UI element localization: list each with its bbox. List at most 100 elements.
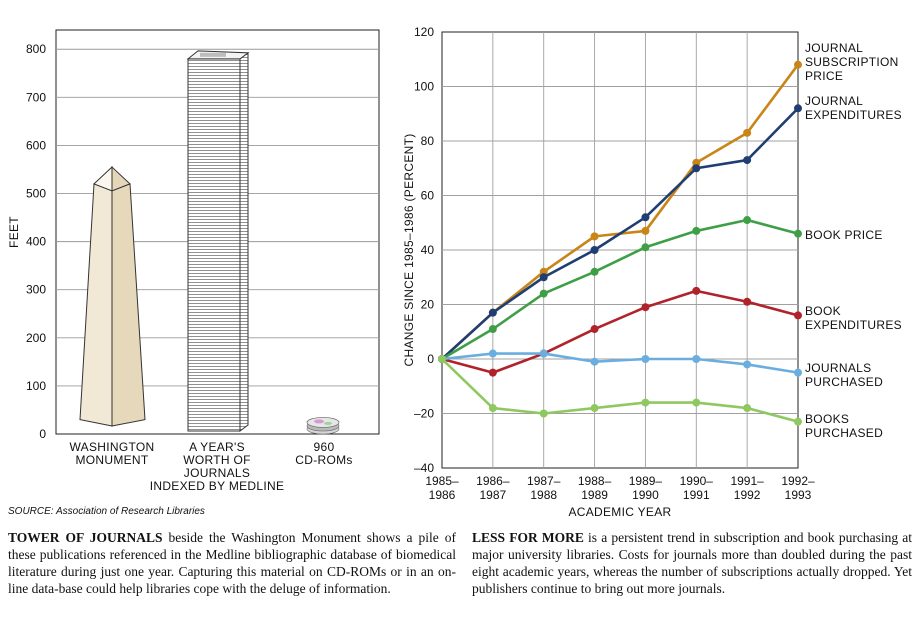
series-label: JOURNAL xyxy=(805,94,863,108)
right-x-tick-label: 1985– xyxy=(425,474,459,488)
series-point xyxy=(794,229,802,238)
left-y-tick-label: 0 xyxy=(39,427,46,441)
series-point xyxy=(743,216,752,225)
height-comparison-chart: 0 100 200 300 400 500 600 700 800 FEET WASHINGTONM… xyxy=(7,29,380,493)
left-category-label: JOURNALS xyxy=(184,466,250,480)
series-line xyxy=(441,107,799,360)
series-line xyxy=(441,289,799,374)
right-x-tick-label: 1987 xyxy=(480,488,507,502)
series-point xyxy=(590,246,599,254)
right-caption-body: is a persistent trend in subscription an… xyxy=(472,530,912,596)
series-point xyxy=(641,226,650,235)
series-point xyxy=(488,404,497,413)
cd-sheen xyxy=(314,419,324,424)
series-label: PURCHASED xyxy=(805,375,883,389)
right-x-tick-label: 1990– xyxy=(680,474,714,488)
right-x-tick-label: 1992 xyxy=(734,488,761,502)
right-caption: LESS FOR MORE is a persistent trend in s… xyxy=(472,529,912,597)
right-y-tick-label: 20 xyxy=(421,298,435,312)
left-y-tick-label: 400 xyxy=(26,235,46,249)
right-y-tick-label: –20 xyxy=(414,407,434,421)
series-point xyxy=(488,325,497,334)
right-y-tick-label: 60 xyxy=(421,189,435,203)
cd-sheen xyxy=(324,421,332,426)
series-point xyxy=(692,164,701,173)
left-category-label: WASHINGTON xyxy=(69,440,154,454)
series-label: EXPENDITURES xyxy=(805,318,902,332)
left-y-axis-label: FEET xyxy=(7,216,21,248)
series-point xyxy=(692,286,701,295)
monument-shaft-right xyxy=(111,183,146,427)
left-plot-frame xyxy=(55,29,380,435)
series-point xyxy=(590,267,599,276)
right-x-tick-label: 1991– xyxy=(730,474,764,488)
left-caption: TOWER OF JOURNALS beside the Washington … xyxy=(8,529,456,597)
left-category-label: INDEXED BY MEDLINE xyxy=(150,479,285,493)
left-y-tick-label: 600 xyxy=(26,138,46,152)
series-point xyxy=(692,398,701,407)
series-point xyxy=(590,404,599,413)
percent-change-chart: –40 –20 0 20 40 60 80 100 120 1985–1986 1986–1987 1… xyxy=(402,25,902,519)
right-x-tick-label: 1991 xyxy=(683,488,710,502)
right-x-tick-label: 1992– xyxy=(781,474,815,488)
right-y-tick-label: 0 xyxy=(427,352,434,366)
series-point xyxy=(641,303,650,312)
right-y-tick-label: –40 xyxy=(414,461,434,475)
series-label: SUBSCRIPTION xyxy=(805,55,899,69)
series-point xyxy=(794,368,802,377)
right-x-tick-label: 1986– xyxy=(476,474,510,488)
series-point xyxy=(488,308,497,317)
series-point xyxy=(539,409,548,418)
series-point xyxy=(794,60,802,69)
series-point xyxy=(539,349,548,358)
series-point xyxy=(539,289,548,298)
series-point xyxy=(692,355,701,363)
series-point xyxy=(590,232,599,241)
left-y-tick-label: 200 xyxy=(26,331,46,345)
series-line xyxy=(441,218,799,361)
left-y-tick-label: 800 xyxy=(26,42,46,56)
right-x-tick-label: 1987– xyxy=(527,474,561,488)
right-y-axis-label: CHANGE SINCE 1985–1986 (PERCENT) xyxy=(402,133,416,366)
right-x-tick-label: 1988– xyxy=(578,474,612,488)
series-label: PRICE xyxy=(805,69,843,83)
left-category-label: CD-ROMs xyxy=(295,453,352,467)
series-point xyxy=(794,417,802,426)
journal-tower-side xyxy=(239,51,249,432)
series-line xyxy=(441,352,799,374)
series-point xyxy=(692,226,701,235)
series-point xyxy=(743,404,752,413)
left-y-tick-label: 500 xyxy=(26,187,46,201)
series-point xyxy=(743,156,752,165)
right-x-tick-label: 1989 xyxy=(581,488,608,502)
monument-shaft-left xyxy=(79,183,113,427)
left-category-label: A YEAR'S xyxy=(189,440,245,454)
right-y-tick-label: 120 xyxy=(414,25,434,39)
series-label: BOOKS xyxy=(805,412,849,426)
series-point xyxy=(641,243,650,252)
series-point xyxy=(590,357,599,366)
series-point xyxy=(743,297,752,306)
series-point xyxy=(539,273,548,282)
series-label: BOOK PRICE xyxy=(805,228,883,242)
right-x-tick-label: 1993 xyxy=(785,488,812,502)
right-y-tick-label: 80 xyxy=(421,134,435,148)
series-point xyxy=(743,128,752,137)
right-x-tick-label: 1989– xyxy=(629,474,663,488)
journal-tower-front xyxy=(187,58,241,432)
left-caption-body: beside the Washington Monument shows a p… xyxy=(8,530,456,596)
series-point xyxy=(488,349,497,358)
series-point xyxy=(794,311,802,320)
series-point xyxy=(438,355,446,363)
left-category-label: WORTH OF xyxy=(183,453,251,467)
journal-top-cover xyxy=(200,52,226,57)
series-label: JOURNAL xyxy=(805,41,863,55)
series-point xyxy=(641,213,650,222)
right-y-tick-label: 100 xyxy=(414,80,434,94)
right-x-tick-label: 1990 xyxy=(632,488,659,502)
left-y-tick-label: 700 xyxy=(26,90,46,104)
series-label: PURCHASED xyxy=(805,426,883,440)
series-point xyxy=(794,104,802,113)
source-note: SOURCE: Association of Research Librarie… xyxy=(8,506,205,517)
left-y-tick-label: 300 xyxy=(26,283,46,297)
